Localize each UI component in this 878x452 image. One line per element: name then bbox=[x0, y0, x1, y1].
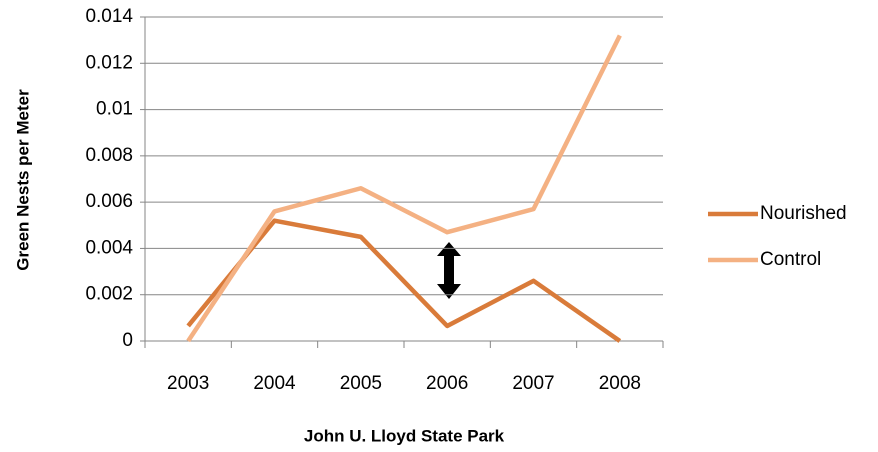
x-tick-label: 2007 bbox=[512, 373, 554, 394]
y-tick-label: 0.008 bbox=[85, 145, 133, 166]
y-tick-label: 0.002 bbox=[85, 284, 133, 305]
x-tick-label: 2005 bbox=[340, 373, 382, 394]
legend-label: Nourished bbox=[760, 203, 847, 224]
y-tick-label: 0.01 bbox=[96, 99, 133, 120]
series-line bbox=[186, 34, 622, 343]
x-tick-label: 2006 bbox=[426, 373, 468, 394]
y-tick-label: 0.012 bbox=[85, 52, 133, 73]
x-tick-label: 2003 bbox=[167, 373, 209, 394]
x-tick-label: 2008 bbox=[599, 373, 641, 394]
series-line bbox=[186, 218, 622, 343]
y-tick-label: 0.014 bbox=[85, 6, 133, 27]
y-tick-label: 0 bbox=[122, 330, 133, 351]
x-tick-label: 2004 bbox=[253, 373, 296, 394]
legend-label: Control bbox=[760, 249, 821, 270]
x-axis-title: John U. Lloyd State Park bbox=[304, 426, 505, 445]
y-axis-title: Green Nests per Meter bbox=[13, 89, 32, 271]
y-tick-label: 0.006 bbox=[85, 191, 133, 212]
y-tick-label: 0.004 bbox=[85, 237, 133, 258]
difference-arrow bbox=[437, 242, 461, 299]
